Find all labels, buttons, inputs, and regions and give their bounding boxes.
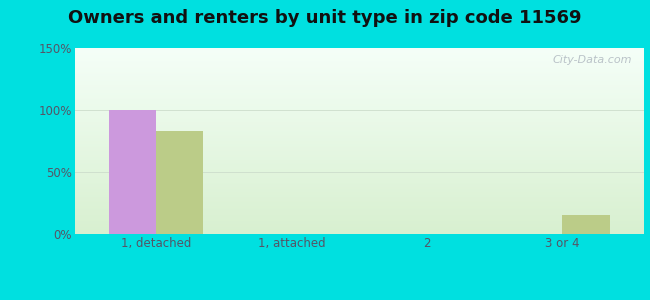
Bar xyxy=(562,215,610,234)
Legend: Owner occupied units, Renter occupied units: Owner occupied units, Renter occupied un… xyxy=(178,298,540,300)
Bar xyxy=(109,110,156,234)
Text: City-Data.com: City-Data.com xyxy=(552,56,632,65)
Text: Owners and renters by unit type in zip code 11569: Owners and renters by unit type in zip c… xyxy=(68,9,582,27)
Bar xyxy=(156,131,203,234)
